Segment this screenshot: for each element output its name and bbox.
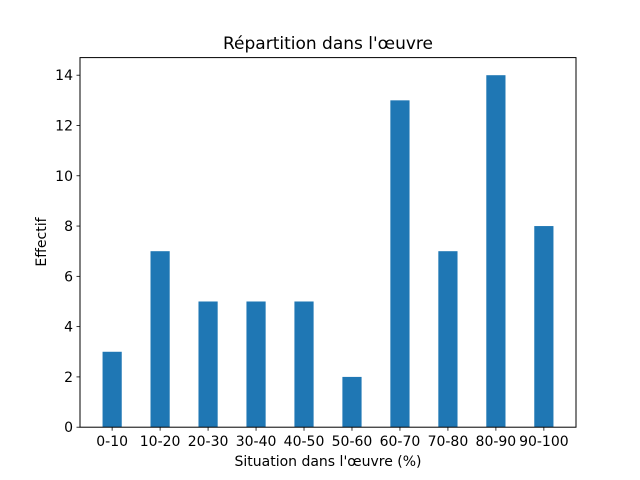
y-axis-label: Effectif (34, 216, 50, 266)
y-tick-label: 6 (64, 269, 73, 285)
bar (486, 75, 506, 428)
bar (294, 301, 314, 428)
x-tick-label: 0-10 (96, 434, 128, 450)
y-tick-label: 14 (55, 68, 73, 84)
y-tick-label: 10 (55, 169, 73, 185)
x-axis-label: Situation dans l'œuvre (%) (234, 454, 421, 470)
x-tick-label: 10-20 (140, 434, 181, 450)
x-tick-label: 60-70 (380, 434, 421, 450)
x-tick-label: 30-40 (236, 434, 277, 450)
chart-title: Répartition dans l'œuvre (223, 34, 433, 54)
bar (390, 100, 410, 428)
bar (102, 351, 122, 428)
x-tick-label: 90-100 (519, 434, 569, 450)
bar (342, 376, 362, 428)
axes-group: 0-10 10-20 20-30 30-40 40-50 50-60 60-70 70-80 8… (55, 57, 577, 450)
bar (438, 251, 458, 428)
y-tick-label: 8 (64, 219, 73, 235)
y-tick-label: 2 (64, 370, 73, 386)
bars-group (102, 75, 554, 428)
bar (534, 226, 554, 428)
bar (198, 301, 218, 428)
x-tick-label: 70-80 (428, 434, 469, 450)
plot-border (79, 57, 577, 428)
x-tick-label: 50-60 (332, 434, 373, 450)
y-tick-label: 4 (64, 320, 73, 336)
y-tick-label: 0 (64, 420, 73, 436)
bar (150, 251, 170, 428)
x-tick-label: 40-50 (284, 434, 325, 450)
bar (246, 301, 266, 428)
x-tick-label: 20-30 (188, 434, 229, 450)
x-tick-label: 80-90 (476, 434, 517, 450)
y-tick-label: 12 (55, 118, 73, 134)
